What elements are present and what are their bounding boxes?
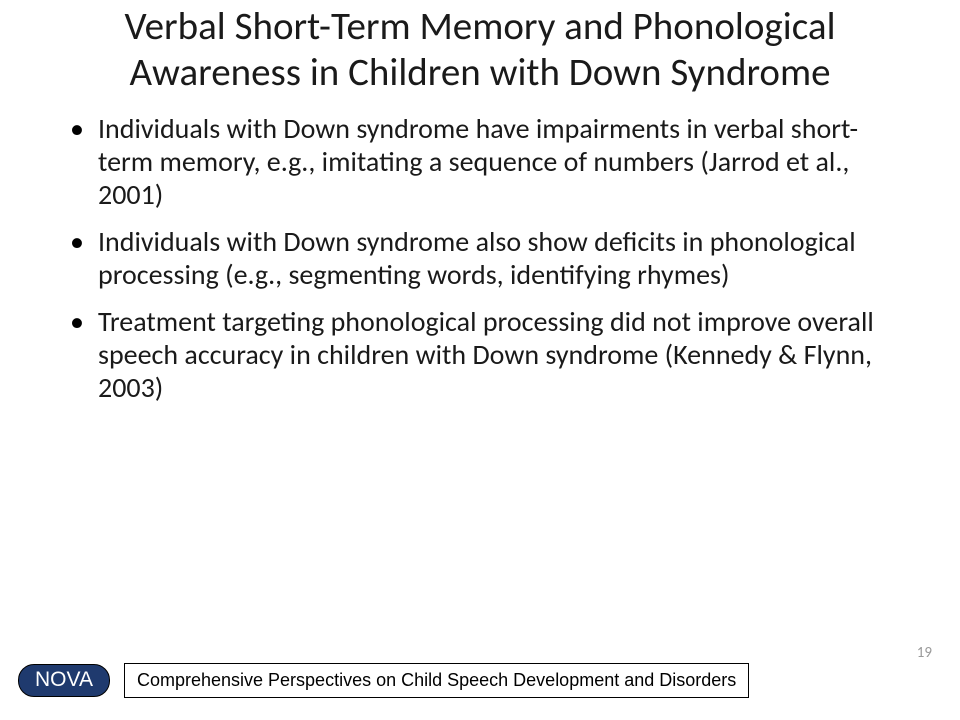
slide-title: Verbal Short-Term Memory and Phonologica…	[0, 0, 960, 106]
slide-footer: NOVA Comprehensive Perspectives on Child…	[18, 663, 942, 698]
page-number: 19	[917, 644, 932, 662]
bullet-item: Individuals with Down syndrome have impa…	[70, 112, 910, 211]
slide-body: Individuals with Down syndrome have impa…	[0, 106, 960, 404]
bullet-list: Individuals with Down syndrome have impa…	[70, 112, 910, 404]
bullet-item: Individuals with Down syndrome also show…	[70, 225, 910, 291]
footer-text: Comprehensive Perspectives on Child Spee…	[124, 663, 749, 698]
slide-container: Verbal Short-Term Memory and Phonologica…	[0, 0, 960, 720]
bullet-item: Treatment targeting phonological process…	[70, 305, 910, 404]
nova-badge: NOVA	[18, 664, 110, 697]
